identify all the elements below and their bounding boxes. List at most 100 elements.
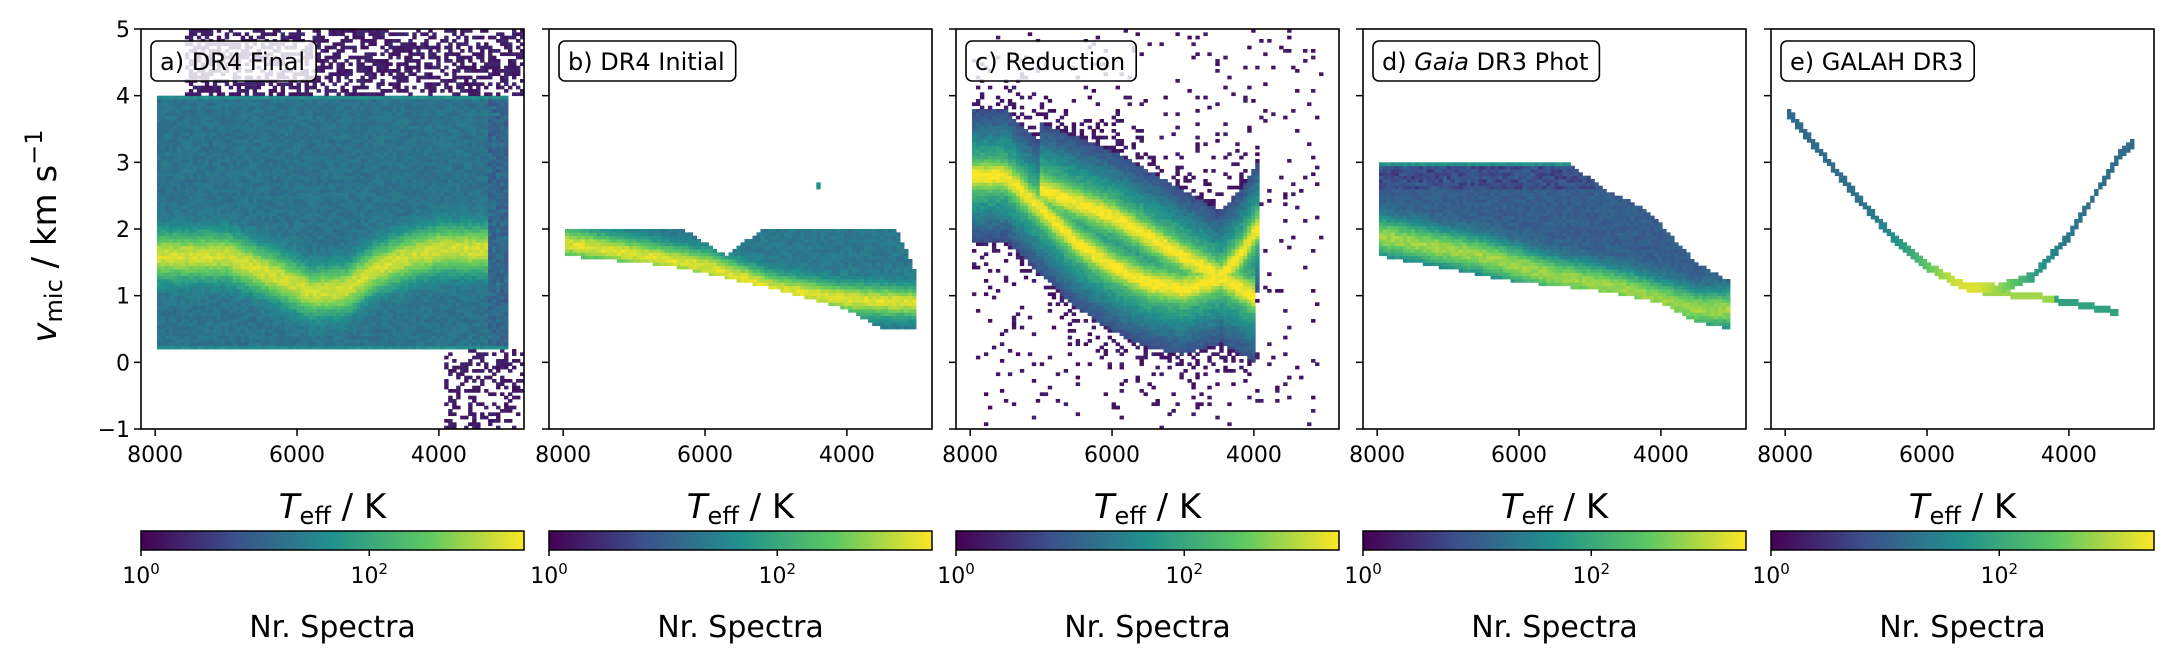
heatmap-cell [376, 152, 381, 157]
heatmap-cell [360, 139, 365, 143]
heatmap-cell [256, 182, 262, 187]
heatmap-cell [272, 95, 278, 100]
heatmap-cell [288, 295, 293, 300]
heatmap-cell [212, 262, 218, 267]
heatmap-cell [276, 162, 282, 167]
heatmap-cell [380, 35, 385, 40]
heatmap-cell [268, 32, 274, 37]
heatmap-cell [268, 229, 274, 233]
heatmap-cell [184, 275, 190, 280]
heatmap-cell [180, 202, 186, 207]
heatmap-cell [380, 65, 385, 70]
heatmap-cell [168, 109, 174, 113]
heatmap-cell [308, 182, 313, 187]
heatmap-cell [300, 115, 305, 120]
heatmap-cell [256, 322, 262, 327]
heatmap-cell [332, 239, 337, 243]
heatmap-cell [172, 199, 178, 203]
heatmap-cell [336, 339, 341, 343]
heatmap-cell [200, 312, 206, 317]
heatmap-cell [328, 302, 333, 307]
heatmap-cell [336, 329, 341, 333]
heatmap-cell [200, 85, 206, 90]
heatmap-cell [280, 252, 286, 257]
heatmap-cell [168, 235, 174, 240]
heatmap-cell [280, 112, 286, 117]
heatmap-cell [388, 312, 393, 317]
heatmap-cell [312, 125, 317, 130]
heatmap-cell [160, 255, 166, 260]
heatmap-cell [196, 115, 202, 120]
heatmap-cell [344, 209, 349, 213]
heatmap-cell [376, 252, 381, 257]
heatmap-cell [300, 269, 305, 273]
heatmap-cell [296, 215, 301, 220]
heatmap-cell [324, 332, 329, 337]
heatmap-cell [312, 342, 317, 347]
heatmap-cell [168, 269, 174, 273]
heatmap-cell [284, 302, 290, 307]
heatmap-cell [268, 212, 274, 217]
heatmap-cell [200, 255, 206, 260]
heatmap-cell [264, 255, 270, 260]
heatmap-cell [180, 149, 186, 153]
heatmap-cell [304, 172, 309, 177]
heatmap-cell [172, 252, 178, 257]
heatmap-cell [240, 159, 246, 163]
heatmap-cell [164, 339, 170, 343]
heatmap-cell [268, 335, 274, 340]
heatmap-cell [364, 345, 369, 350]
heatmap-cell [372, 199, 377, 203]
heatmap-cell [352, 112, 357, 117]
heatmap-cell [196, 282, 202, 287]
heatmap-cell [316, 239, 321, 243]
heatmap-cell [252, 189, 258, 193]
heatmap-cell [164, 282, 170, 287]
heatmap-cell [188, 115, 194, 120]
heatmap-cell [244, 335, 250, 340]
heatmap-cell [220, 249, 226, 253]
heatmap-cell [244, 179, 250, 183]
heatmap-cell [340, 32, 345, 37]
heatmap-cell [236, 259, 242, 263]
heatmap-cell [276, 109, 282, 113]
heatmap-cell [384, 335, 389, 340]
heatmap-cell [236, 302, 242, 307]
heatmap-cell [192, 332, 198, 337]
heatmap-cell [300, 295, 305, 300]
heatmap-cell [180, 179, 186, 183]
heatmap-cell [304, 132, 309, 137]
heatmap-cell [208, 122, 214, 127]
heatmap-cell [200, 215, 206, 220]
heatmap-cell [304, 165, 309, 170]
heatmap-cell [356, 205, 361, 210]
heatmap-cell [300, 112, 305, 117]
heatmap-cell [344, 329, 349, 333]
heatmap-cell [212, 232, 218, 237]
heatmap-cell [352, 309, 357, 313]
heatmap-cell [364, 59, 369, 63]
heatmap-cell [232, 219, 238, 223]
heatmap-cell [316, 79, 321, 83]
heatmap-cell [360, 99, 365, 103]
heatmap-cell [324, 235, 329, 240]
heatmap-cell [340, 99, 345, 103]
heatmap-cell [268, 185, 274, 190]
heatmap-cell [164, 235, 170, 240]
heatmap-cell [180, 329, 186, 333]
heatmap-cell [328, 332, 333, 337]
heatmap-cell [204, 109, 210, 113]
heatmap-cell [292, 139, 297, 143]
heatmap-cell [220, 95, 226, 100]
heatmap-cell [208, 269, 214, 273]
heatmap-cell [348, 229, 353, 233]
heatmap-cell [220, 202, 226, 207]
heatmap-cell [372, 295, 377, 300]
heatmap-cell [296, 245, 301, 250]
heatmap-cell [324, 249, 329, 253]
heatmap-cell [332, 295, 337, 300]
heatmap-cell [296, 185, 301, 190]
heatmap-cell [188, 135, 194, 140]
heatmap-cell [368, 222, 373, 227]
heatmap-cell [248, 332, 254, 337]
